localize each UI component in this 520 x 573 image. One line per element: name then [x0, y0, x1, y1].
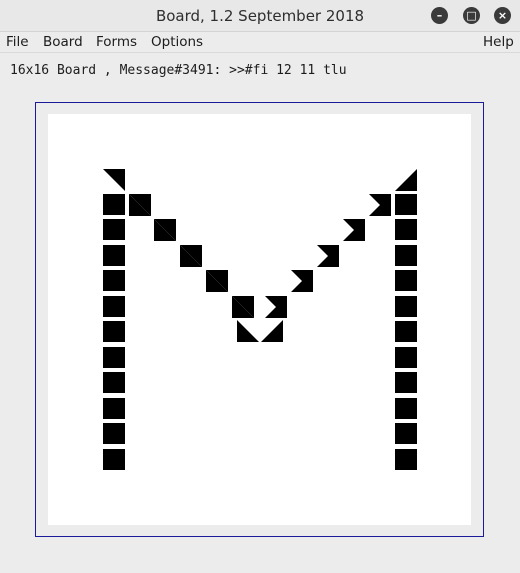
- minimize-button[interactable]: –: [431, 7, 448, 24]
- board-cell[interactable]: [395, 398, 417, 419]
- board-cell[interactable]: [103, 270, 125, 291]
- board-cell[interactable]: [395, 372, 417, 393]
- board-cell[interactable]: [395, 449, 417, 470]
- board-cell[interactable]: [395, 321, 417, 342]
- board-cell[interactable]: [103, 219, 125, 240]
- menu-file[interactable]: File: [6, 34, 29, 50]
- menu-options[interactable]: Options: [151, 34, 204, 50]
- board-cell[interactable]: [103, 245, 125, 266]
- title-bar: Board, 1.2 September 2018 – □ ×: [0, 0, 520, 32]
- window-title: Board, 1.2 September 2018: [155, 7, 365, 25]
- board-cell[interactable]: [103, 347, 125, 368]
- board-cell[interactable]: [395, 347, 417, 368]
- board-cell[interactable]: [103, 449, 125, 470]
- maximize-button[interactable]: □: [463, 7, 480, 24]
- board-cell[interactable]: [103, 372, 125, 393]
- board-cell[interactable]: [395, 245, 417, 266]
- status-message: 16x16 Board , Message#3491: >>#fi 12 11 …: [10, 63, 347, 78]
- board-cell[interactable]: [103, 398, 125, 419]
- board-cell[interactable]: [103, 423, 125, 444]
- menu-board[interactable]: Board: [43, 34, 83, 50]
- board-cell[interactable]: [395, 296, 417, 317]
- close-button[interactable]: ×: [494, 7, 511, 24]
- menu-bar: File Board Forms Options Help: [0, 32, 520, 53]
- menu-help[interactable]: Help: [483, 34, 514, 50]
- board-cell[interactable]: [103, 194, 125, 215]
- board-cell[interactable]: [103, 321, 125, 342]
- menu-forms[interactable]: Forms: [96, 34, 138, 50]
- board-cell[interactable]: [395, 270, 417, 291]
- board-cell[interactable]: [395, 423, 417, 444]
- board-cell[interactable]: [103, 296, 125, 317]
- board-cell[interactable]: [395, 219, 417, 240]
- board-cell[interactable]: [395, 194, 417, 215]
